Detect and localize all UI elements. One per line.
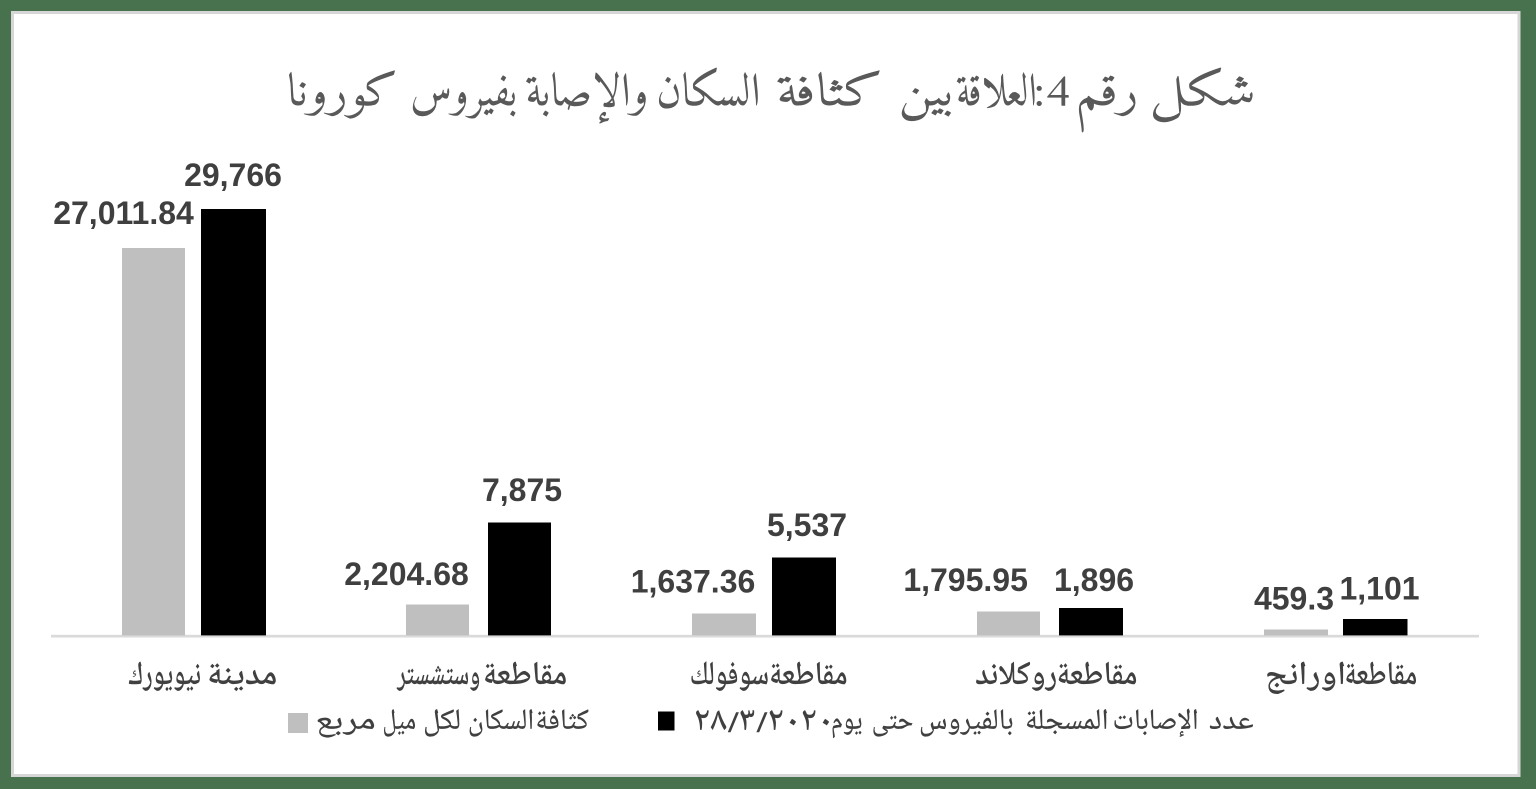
- svg-text:459.3: 459.3: [1254, 581, 1334, 617]
- svg-text:1,101: 1,101: [1339, 571, 1419, 607]
- svg-text:1,795.95: 1,795.95: [903, 562, 1028, 598]
- svg-text:2,204.68: 2,204.68: [344, 556, 469, 592]
- svg-text:1,637.36: 1,637.36: [631, 564, 756, 600]
- svg-text:1,896: 1,896: [1054, 562, 1134, 598]
- svg-text:5,537: 5,537: [767, 507, 847, 543]
- svg-text:27,011.84: 27,011.84: [53, 195, 194, 231]
- svg-text:29,766: 29,766: [184, 157, 282, 193]
- svg-text:7,875: 7,875: [482, 472, 562, 508]
